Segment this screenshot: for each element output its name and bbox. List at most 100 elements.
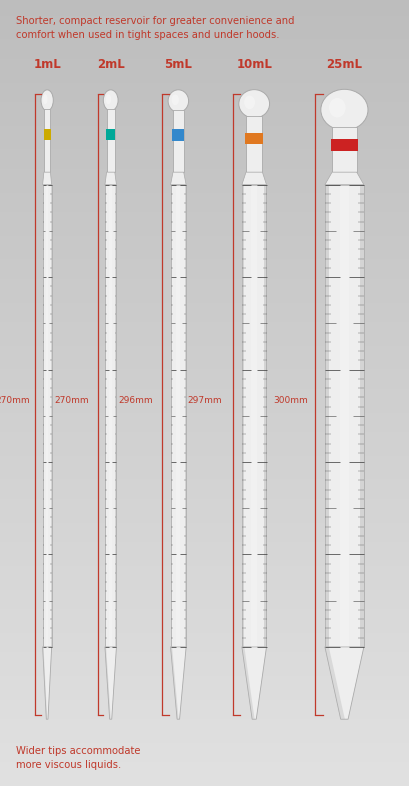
Bar: [0, 126, 409, 130]
Bar: [0, 263, 409, 267]
Bar: [0, 436, 409, 440]
Bar: [0, 428, 409, 432]
Bar: [0, 621, 409, 625]
Bar: [0, 326, 409, 330]
Bar: [330, 139, 357, 151]
Bar: [0, 538, 409, 542]
Bar: [176, 185, 180, 647]
Bar: [0, 28, 409, 31]
Bar: [0, 149, 409, 153]
Bar: [0, 134, 409, 138]
Bar: [0, 204, 409, 208]
Bar: [0, 59, 409, 63]
Bar: [0, 479, 409, 483]
Bar: [0, 291, 409, 295]
Ellipse shape: [106, 94, 111, 104]
Bar: [105, 185, 116, 647]
Bar: [0, 43, 409, 47]
Polygon shape: [105, 172, 116, 185]
Polygon shape: [170, 647, 186, 719]
Bar: [0, 723, 409, 727]
Text: 5mL: 5mL: [164, 57, 192, 71]
Bar: [0, 652, 409, 656]
Bar: [0, 731, 409, 735]
Bar: [0, 472, 409, 476]
Bar: [0, 389, 409, 393]
Bar: [0, 271, 409, 275]
Bar: [0, 507, 409, 511]
Bar: [0, 527, 409, 531]
Bar: [0, 531, 409, 534]
Bar: [0, 275, 409, 279]
Bar: [0, 542, 409, 546]
Bar: [0, 515, 409, 519]
Bar: [0, 350, 409, 354]
Bar: [0, 130, 409, 134]
Bar: [0, 696, 409, 700]
Ellipse shape: [103, 90, 118, 111]
Bar: [0, 169, 409, 173]
Bar: [0, 770, 409, 774]
Bar: [0, 424, 409, 428]
Bar: [0, 637, 409, 641]
Bar: [331, 127, 356, 172]
Bar: [0, 747, 409, 751]
Bar: [0, 98, 409, 102]
Polygon shape: [170, 647, 178, 719]
Ellipse shape: [171, 94, 178, 105]
Bar: [0, 487, 409, 491]
Bar: [0, 393, 409, 397]
Bar: [0, 719, 409, 723]
Bar: [0, 483, 409, 487]
Bar: [0, 4, 409, 8]
Bar: [324, 185, 363, 647]
Text: Wider tips accommodate
more viscous liquids.: Wider tips accommodate more viscous liqu…: [16, 746, 141, 770]
Bar: [263, 185, 266, 647]
Bar: [0, 672, 409, 676]
Bar: [0, 586, 409, 590]
Ellipse shape: [328, 98, 345, 117]
Text: 10mL: 10mL: [236, 57, 272, 71]
Bar: [0, 751, 409, 755]
Bar: [0, 664, 409, 668]
Bar: [0, 625, 409, 629]
Bar: [106, 109, 115, 172]
Bar: [0, 562, 409, 566]
Bar: [0, 629, 409, 633]
Bar: [0, 432, 409, 436]
Bar: [109, 185, 112, 647]
Bar: [0, 519, 409, 523]
Bar: [324, 185, 328, 647]
Bar: [0, 743, 409, 747]
Bar: [0, 727, 409, 731]
Bar: [0, 468, 409, 472]
Bar: [245, 116, 262, 172]
Text: Shorter, compact reservoir for greater convenience and
comfort when used in tigh: Shorter, compact reservoir for greater c…: [16, 16, 294, 40]
Bar: [0, 346, 409, 350]
Bar: [0, 452, 409, 456]
Bar: [0, 554, 409, 558]
Bar: [184, 185, 186, 647]
Bar: [0, 244, 409, 248]
Bar: [0, 220, 409, 224]
Bar: [0, 267, 409, 271]
Bar: [0, 236, 409, 240]
Bar: [0, 578, 409, 582]
Bar: [0, 16, 409, 20]
Bar: [0, 39, 409, 43]
Bar: [0, 216, 409, 220]
Bar: [0, 141, 409, 145]
Bar: [0, 55, 409, 59]
Bar: [0, 71, 409, 75]
Bar: [0, 456, 409, 460]
Bar: [0, 766, 409, 770]
Bar: [0, 593, 409, 597]
Bar: [0, 417, 409, 421]
Ellipse shape: [168, 90, 188, 112]
Bar: [0, 405, 409, 409]
Bar: [0, 762, 409, 766]
Bar: [0, 232, 409, 236]
Ellipse shape: [238, 90, 269, 118]
Bar: [0, 35, 409, 39]
Bar: [0, 570, 409, 574]
